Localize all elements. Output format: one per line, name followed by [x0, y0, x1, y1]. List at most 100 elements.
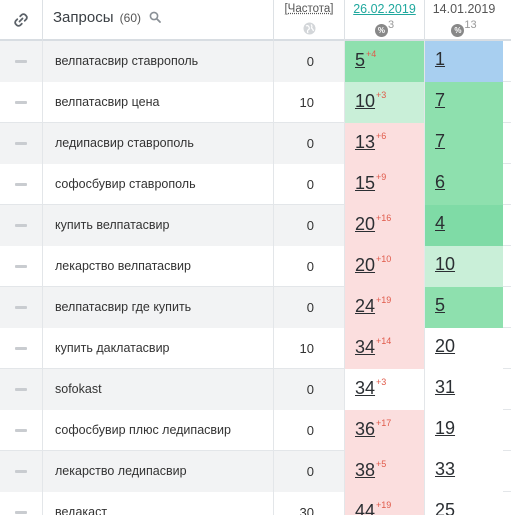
minus-icon[interactable]	[15, 511, 27, 514]
row-action-cell[interactable]	[0, 123, 43, 164]
row-action-cell[interactable]	[0, 164, 43, 205]
query-cell: купить велпатасвир	[43, 205, 274, 246]
position-date2-cell: 6	[425, 164, 503, 205]
query-text: софосбувир плюс ледипасвир	[55, 423, 231, 437]
row-action-cell[interactable]	[0, 41, 43, 82]
position-date1-link[interactable]: 20+16	[355, 213, 391, 235]
search-icon[interactable]	[149, 11, 162, 23]
position-value[interactable]: 13	[355, 132, 376, 152]
position-delta: +17	[376, 418, 392, 428]
position-date1-link[interactable]: 34+14	[355, 336, 391, 358]
position-value[interactable]: 15	[355, 173, 376, 193]
minus-icon[interactable]	[15, 142, 27, 145]
position-delta: +16	[376, 213, 392, 223]
frequency-value: 0	[306, 423, 314, 438]
position-date2-link[interactable]: 1	[435, 49, 446, 69]
minus-icon[interactable]	[15, 60, 27, 63]
minus-icon[interactable]	[15, 388, 27, 391]
position-date2-link[interactable]: 6	[435, 172, 446, 192]
minus-icon[interactable]	[15, 265, 27, 268]
frequency-cell: 30	[274, 492, 345, 515]
position-date2-link[interactable]: 19	[435, 418, 456, 438]
row-action-cell[interactable]	[0, 205, 43, 246]
position-date1-cell: 44+19	[345, 492, 425, 515]
row-action-cell[interactable]	[0, 369, 43, 410]
position-value[interactable]: 36	[355, 419, 376, 439]
position-date2-link[interactable]: 25	[435, 500, 456, 515]
minus-icon[interactable]	[15, 429, 27, 432]
position-date1-cell: 38+5	[345, 451, 425, 492]
query-text: лекарство велпатасвир	[55, 259, 191, 273]
frequency-cell: 0	[274, 410, 345, 451]
position-date2-link[interactable]: 7	[435, 90, 446, 110]
position-date1-link[interactable]: 13+6	[355, 131, 386, 153]
row-action-cell[interactable]	[0, 287, 43, 328]
date2-column-header[interactable]: 14.01.2019 % 13	[425, 0, 503, 41]
frequency-value: 0	[306, 300, 314, 315]
link-column-header[interactable]	[0, 0, 43, 41]
row-action-cell[interactable]	[0, 451, 43, 492]
query-cell: sofokast	[43, 369, 274, 410]
position-date1-link[interactable]: 10+3	[355, 90, 386, 112]
query-text: велпатасвир цена	[55, 95, 160, 109]
position-date1-link[interactable]: 20+10	[355, 254, 391, 276]
position-value[interactable]: 10	[355, 91, 376, 111]
position-date2-link[interactable]: 4	[435, 213, 446, 233]
position-date1-link[interactable]: 38+5	[355, 459, 386, 481]
position-date2-link[interactable]: 20	[435, 336, 456, 356]
position-date1-link[interactable]: 44+19	[355, 500, 391, 515]
date2-label: 14.01.2019	[432, 2, 496, 16]
position-date2-link[interactable]: 10	[435, 254, 456, 274]
minus-icon[interactable]	[15, 224, 27, 227]
link-icon[interactable]	[12, 11, 30, 29]
row-action-cell[interactable]	[0, 82, 43, 123]
position-date2-link[interactable]: 5	[435, 295, 446, 315]
position-value[interactable]: 20	[355, 214, 376, 234]
date2-percent: 13	[464, 19, 477, 31]
position-value[interactable]: 34	[355, 337, 376, 357]
position-delta: +3	[376, 90, 387, 100]
query-cell: купить даклатасвир	[43, 328, 274, 369]
position-value[interactable]: 24	[355, 296, 376, 316]
position-value[interactable]: 5	[355, 50, 366, 70]
position-date2-link[interactable]: 33	[435, 459, 456, 479]
position-date1-link[interactable]: 36+17	[355, 418, 391, 440]
date1-column-header[interactable]: 26.02.2019 % 3	[345, 0, 425, 41]
position-date2-link[interactable]: 7	[435, 131, 446, 151]
frequency-column-header[interactable]: [Частота]	[274, 0, 345, 41]
query-column-header[interactable]: Запросы (60)	[43, 0, 274, 41]
minus-icon[interactable]	[15, 183, 27, 186]
frequency-value: 0	[306, 464, 314, 479]
position-date1-link[interactable]: 15+9	[355, 172, 386, 194]
position-date1-cell: 36+17	[345, 410, 425, 451]
position-date1-link[interactable]: 34+3	[355, 377, 386, 399]
query-text: купить велпатасвир	[55, 218, 170, 232]
position-value[interactable]: 34	[355, 378, 376, 398]
position-value[interactable]: 20	[355, 255, 376, 275]
position-date1-link[interactable]: 5+4	[355, 49, 376, 71]
query-cell: ведакаст	[43, 492, 274, 515]
row-action-cell[interactable]	[0, 328, 43, 369]
position-value[interactable]: 38	[355, 460, 376, 480]
minus-icon[interactable]	[15, 470, 27, 473]
frequency-cell: 0	[274, 123, 345, 164]
date1-link[interactable]: 26.02.2019	[353, 2, 416, 16]
frequency-label[interactable]: [Частота]	[284, 3, 334, 15]
position-date2-cell: 1	[425, 41, 503, 82]
row-action-cell[interactable]	[0, 492, 43, 515]
query-cell: лекарство велпатасвир	[43, 246, 274, 287]
minus-icon[interactable]	[15, 306, 27, 309]
row-action-cell[interactable]	[0, 246, 43, 287]
position-value[interactable]: 44	[355, 501, 376, 515]
frequency-cell: 0	[274, 369, 345, 410]
position-date1-link[interactable]: 24+19	[355, 295, 391, 317]
minus-icon[interactable]	[15, 101, 27, 104]
frequency-value: 10	[299, 95, 314, 110]
position-date2-cell: 10	[425, 246, 503, 287]
minus-icon[interactable]	[15, 347, 27, 350]
position-delta: +6	[376, 131, 387, 141]
frequency-cell: 0	[274, 205, 345, 246]
position-date1-cell: 24+19	[345, 287, 425, 328]
row-action-cell[interactable]	[0, 410, 43, 451]
position-date2-link[interactable]: 31	[435, 377, 456, 397]
